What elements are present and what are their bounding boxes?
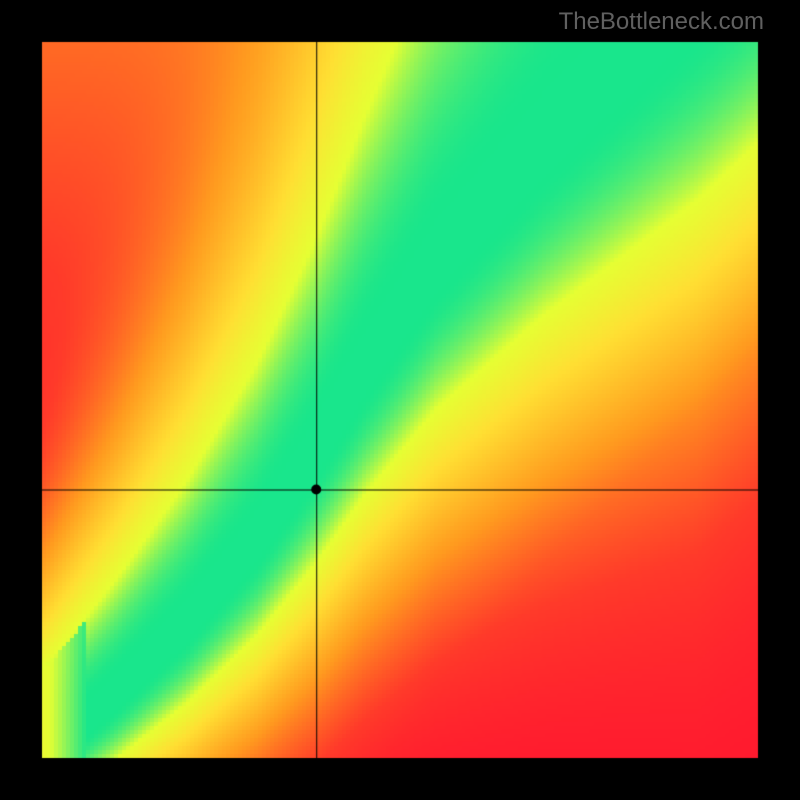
watermark-text: TheBottleneck.com <box>559 8 764 36</box>
bottleneck-heatmap <box>0 0 800 800</box>
